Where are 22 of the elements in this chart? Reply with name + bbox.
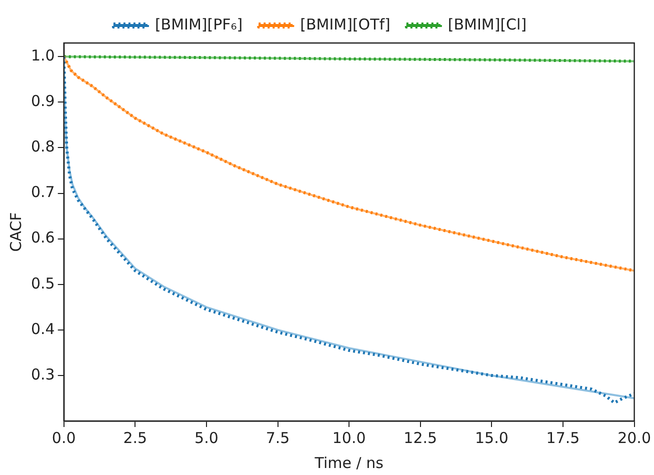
legend-label: [BMIM][Cl]	[448, 15, 527, 34]
y-tick-label: 0.8	[30, 138, 55, 156]
x-tick-label: 12.5	[404, 428, 438, 447]
x-tick-label: 20.0	[618, 428, 652, 447]
x-tick-label: 0.0	[52, 428, 76, 447]
x-tick-label: 10.0	[332, 428, 366, 447]
x-tick-label: 2.5	[123, 428, 148, 447]
x-tick-label: 15.0	[474, 428, 508, 447]
x-tick-label: 17.5	[546, 428, 580, 447]
y-tick-label: 0.6	[30, 228, 55, 247]
x-axis-title: Time / ns	[314, 454, 384, 472]
x-tick-label: 7.5	[266, 428, 290, 447]
y-tick-label: 0.4	[30, 320, 55, 338]
y-tick-label: 0.3	[30, 365, 55, 384]
y-tick-label: 0.5	[30, 274, 55, 292]
x-tick-label: 5.0	[194, 428, 218, 447]
y-tick-label: 0.9	[30, 92, 55, 110]
y-axis-title: CACF	[6, 212, 25, 252]
legend-label: [BMIM][PF₆]	[154, 15, 243, 34]
y-tick-label: 0.7	[30, 183, 55, 202]
legend-label: [BMIM][OTf]	[300, 15, 390, 34]
y-tick-label: 1.0	[30, 46, 55, 65]
